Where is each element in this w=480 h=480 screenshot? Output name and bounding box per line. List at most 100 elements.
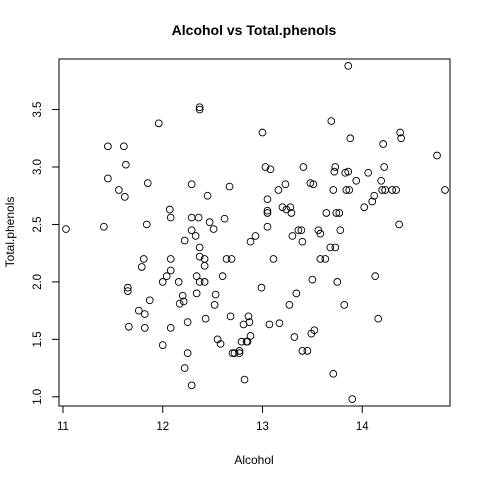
data-point bbox=[139, 255, 148, 263]
data-point bbox=[230, 349, 239, 357]
x-tick-label: 13 bbox=[256, 421, 269, 433]
data-point bbox=[179, 297, 188, 306]
data-point bbox=[261, 163, 270, 171]
data-point bbox=[288, 232, 297, 240]
data-point bbox=[246, 332, 255, 340]
data-point bbox=[124, 322, 133, 331]
data-point bbox=[263, 195, 272, 204]
data-point bbox=[321, 255, 330, 263]
data-point bbox=[329, 186, 338, 194]
data-point bbox=[396, 128, 404, 137]
data-point bbox=[205, 218, 214, 227]
data-point bbox=[227, 255, 236, 263]
data-point bbox=[166, 255, 175, 263]
data-point bbox=[195, 105, 204, 114]
data-point bbox=[158, 341, 167, 349]
data-point bbox=[282, 205, 291, 214]
x-tick-label: 12 bbox=[156, 421, 169, 433]
data-point bbox=[123, 283, 132, 292]
data-point bbox=[222, 255, 231, 263]
data-point bbox=[303, 346, 312, 355]
data-point bbox=[344, 62, 353, 70]
data-point bbox=[310, 326, 319, 335]
data-point bbox=[327, 117, 336, 125]
data-point bbox=[298, 237, 307, 246]
data-point bbox=[192, 289, 201, 298]
data-point bbox=[180, 364, 189, 372]
data-point bbox=[330, 167, 339, 176]
data-point bbox=[140, 310, 149, 318]
data-point bbox=[235, 346, 244, 355]
plot-frame bbox=[58, 58, 451, 407]
x-tick-label: 14 bbox=[356, 421, 369, 433]
data-point bbox=[218, 272, 227, 281]
data-point bbox=[195, 103, 204, 112]
data-point bbox=[165, 205, 174, 214]
data-point bbox=[275, 319, 284, 328]
data-point bbox=[263, 206, 272, 215]
data-point bbox=[120, 193, 129, 201]
data-point bbox=[244, 312, 253, 321]
data-point bbox=[187, 213, 196, 222]
data-point bbox=[266, 165, 275, 174]
data-point bbox=[344, 167, 353, 176]
y-axis: 1.0 1.5 2.0 2.5 3.0 3.5 bbox=[32, 102, 59, 405]
data-point bbox=[121, 160, 130, 169]
data-point bbox=[134, 306, 143, 315]
data-point bbox=[297, 226, 306, 235]
data-point bbox=[332, 209, 341, 217]
data-point bbox=[162, 272, 171, 281]
data-point bbox=[123, 287, 132, 295]
data-point bbox=[285, 301, 294, 309]
data-point bbox=[200, 255, 209, 263]
data-point bbox=[374, 314, 383, 323]
data-point bbox=[309, 180, 318, 189]
x-axis: 11 12 13 14 bbox=[57, 406, 369, 433]
data-point bbox=[220, 214, 229, 223]
data-point bbox=[100, 222, 108, 231]
data-point bbox=[345, 186, 354, 194]
data-point bbox=[352, 176, 361, 185]
data-point bbox=[140, 324, 149, 332]
data-point bbox=[166, 266, 175, 275]
data-point bbox=[187, 226, 196, 235]
data-point bbox=[392, 186, 400, 194]
data-point bbox=[216, 340, 225, 348]
data-point bbox=[142, 220, 151, 229]
data-point bbox=[336, 226, 345, 235]
data-point bbox=[203, 191, 212, 200]
data-point bbox=[211, 290, 220, 299]
y-tick-label: 2.5 bbox=[32, 216, 44, 232]
data-point bbox=[395, 220, 403, 229]
data-point bbox=[290, 333, 299, 341]
x-axis-label: Alcohol bbox=[234, 453, 273, 467]
data-point bbox=[187, 180, 196, 189]
y-tick-label: 1.5 bbox=[32, 331, 44, 347]
data-point bbox=[397, 134, 405, 143]
data-point bbox=[201, 314, 210, 323]
data-point bbox=[145, 296, 154, 305]
data-point bbox=[143, 179, 152, 187]
data-point bbox=[316, 229, 325, 238]
data-point bbox=[114, 186, 123, 194]
data-point bbox=[308, 275, 317, 284]
data-point bbox=[180, 236, 189, 245]
y-tick-label: 3.5 bbox=[32, 102, 44, 118]
data-point bbox=[433, 151, 441, 160]
data-point bbox=[322, 209, 331, 217]
data-point bbox=[294, 226, 303, 235]
data-point bbox=[298, 346, 307, 355]
y-tick-label: 2.0 bbox=[32, 274, 44, 290]
data-point bbox=[62, 225, 70, 233]
data-point bbox=[316, 255, 325, 263]
data-point bbox=[379, 140, 388, 148]
data-point bbox=[370, 191, 379, 200]
data-point bbox=[329, 369, 338, 378]
data-point bbox=[263, 209, 272, 217]
data-point bbox=[348, 395, 357, 403]
data-point bbox=[195, 252, 204, 261]
data-point bbox=[388, 186, 396, 194]
data-point bbox=[368, 197, 377, 206]
data-point bbox=[209, 225, 218, 233]
data-point bbox=[195, 278, 204, 286]
